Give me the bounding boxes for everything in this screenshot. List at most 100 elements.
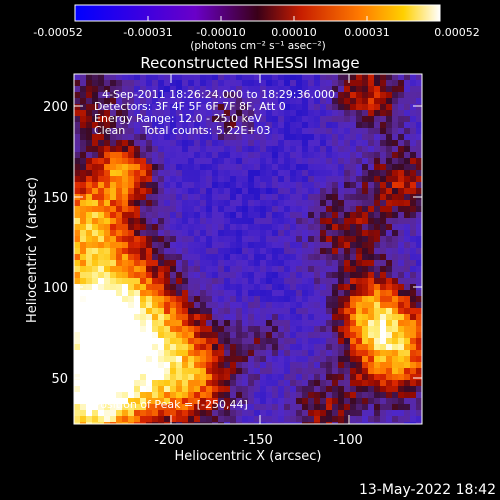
heatmap-cell <box>98 296 105 303</box>
heatmap-cell <box>188 152 195 159</box>
heatmap-cell <box>188 266 195 273</box>
heatmap-cell <box>152 104 159 111</box>
heatmap-cell <box>416 296 422 303</box>
heatmap-cell <box>416 320 422 327</box>
heatmap-cell <box>236 146 243 153</box>
heatmap-cell <box>356 86 363 93</box>
heatmap-cell <box>416 122 422 129</box>
heatmap-cell <box>404 218 411 225</box>
heatmap-cell <box>176 356 183 363</box>
heatmap-cell <box>410 176 417 183</box>
heatmap-cell <box>122 242 129 249</box>
heatmap-cell <box>104 176 111 183</box>
heatmap-cell <box>302 368 309 375</box>
heatmap-cell <box>170 152 177 159</box>
heatmap-cell <box>164 278 171 285</box>
heatmap-cell <box>194 200 201 207</box>
heatmap-cell <box>392 104 399 111</box>
heatmap-cell <box>122 236 129 243</box>
heatmap-cell <box>344 368 351 375</box>
heatmap-cell <box>230 332 237 339</box>
heatmap-cell <box>194 128 201 135</box>
heatmap-cell <box>140 362 147 369</box>
heatmap-cell <box>212 374 219 381</box>
heatmap-cell <box>410 236 417 243</box>
heatmap-cell <box>194 410 201 417</box>
heatmap-cell <box>80 302 87 309</box>
heatmap-cell <box>206 230 213 237</box>
heatmap-cell <box>416 158 422 165</box>
heatmap-cell <box>140 356 147 363</box>
heatmap-cell <box>302 170 309 177</box>
heatmap-cell <box>272 380 279 387</box>
heatmap-cell <box>248 254 255 261</box>
heatmap-cell <box>86 80 93 87</box>
heatmap-cell <box>296 182 303 189</box>
heatmap-cell <box>104 320 111 327</box>
heatmap-cell <box>170 332 177 339</box>
heatmap-cell <box>308 206 315 213</box>
heatmap-cell <box>248 362 255 369</box>
heatmap-cell <box>404 326 411 333</box>
heatmap-cell <box>314 308 321 315</box>
heatmap-cell <box>362 116 369 123</box>
heatmap-cell <box>374 224 381 231</box>
heatmap-cell <box>170 164 177 171</box>
heatmap-cell <box>338 290 345 297</box>
heatmap-cell <box>290 320 297 327</box>
heatmap-cell <box>266 344 273 351</box>
heatmap-cell <box>74 242 81 249</box>
heatmap-cell <box>254 140 261 147</box>
heatmap-cell <box>158 296 165 303</box>
heatmap-cell <box>386 134 393 141</box>
heatmap-cell <box>248 158 255 165</box>
heatmap-cell <box>254 302 261 309</box>
heatmap-cell <box>236 254 243 261</box>
heatmap-cell <box>302 344 309 351</box>
heatmap-cell <box>368 416 375 423</box>
heatmap-cell <box>182 284 189 291</box>
heatmap-cell <box>104 128 111 135</box>
heatmap-cell <box>176 122 183 129</box>
heatmap-cell <box>170 302 177 309</box>
heatmap-cell <box>212 362 219 369</box>
heatmap-cell <box>290 422 297 424</box>
heatmap-cell <box>80 254 87 261</box>
heatmap-cell <box>176 206 183 213</box>
heatmap-cell <box>134 200 141 207</box>
heatmap-cell <box>104 350 111 357</box>
heatmap-cell <box>266 260 273 267</box>
heatmap-cell <box>98 152 105 159</box>
heatmap-cell <box>284 152 291 159</box>
heatmap-cell <box>206 158 213 165</box>
heatmap-cell <box>302 248 309 255</box>
heatmap-cell <box>146 416 153 423</box>
heatmap-cell <box>182 266 189 273</box>
heatmap-cell <box>290 236 297 243</box>
heatmap-cell <box>338 278 345 285</box>
heatmap-cell <box>320 176 327 183</box>
heatmap-cell <box>290 380 297 387</box>
heatmap-cell <box>350 134 357 141</box>
heatmap-cell <box>284 326 291 333</box>
heatmap-cell <box>134 98 141 105</box>
heatmap-cell <box>146 152 153 159</box>
heatmap-cell <box>332 104 339 111</box>
heatmap-cell <box>128 224 135 231</box>
heatmap-cell <box>194 404 201 411</box>
heatmap-cell <box>128 344 135 351</box>
heatmap-cell <box>134 350 141 357</box>
heatmap-cell <box>110 338 117 345</box>
heatmap-cell <box>206 362 213 369</box>
heatmap-cell <box>74 302 81 309</box>
heatmap-cell <box>86 284 93 291</box>
heatmap-cell <box>278 296 285 303</box>
heatmap-cell <box>80 350 87 357</box>
heatmap-cell <box>170 218 177 225</box>
heatmap-cell <box>242 224 249 231</box>
heatmap-cell <box>224 326 231 333</box>
heatmap-cell <box>392 350 399 357</box>
heatmap-cell <box>272 422 279 424</box>
heatmap-cell <box>242 188 249 195</box>
heatmap-cell <box>254 374 261 381</box>
